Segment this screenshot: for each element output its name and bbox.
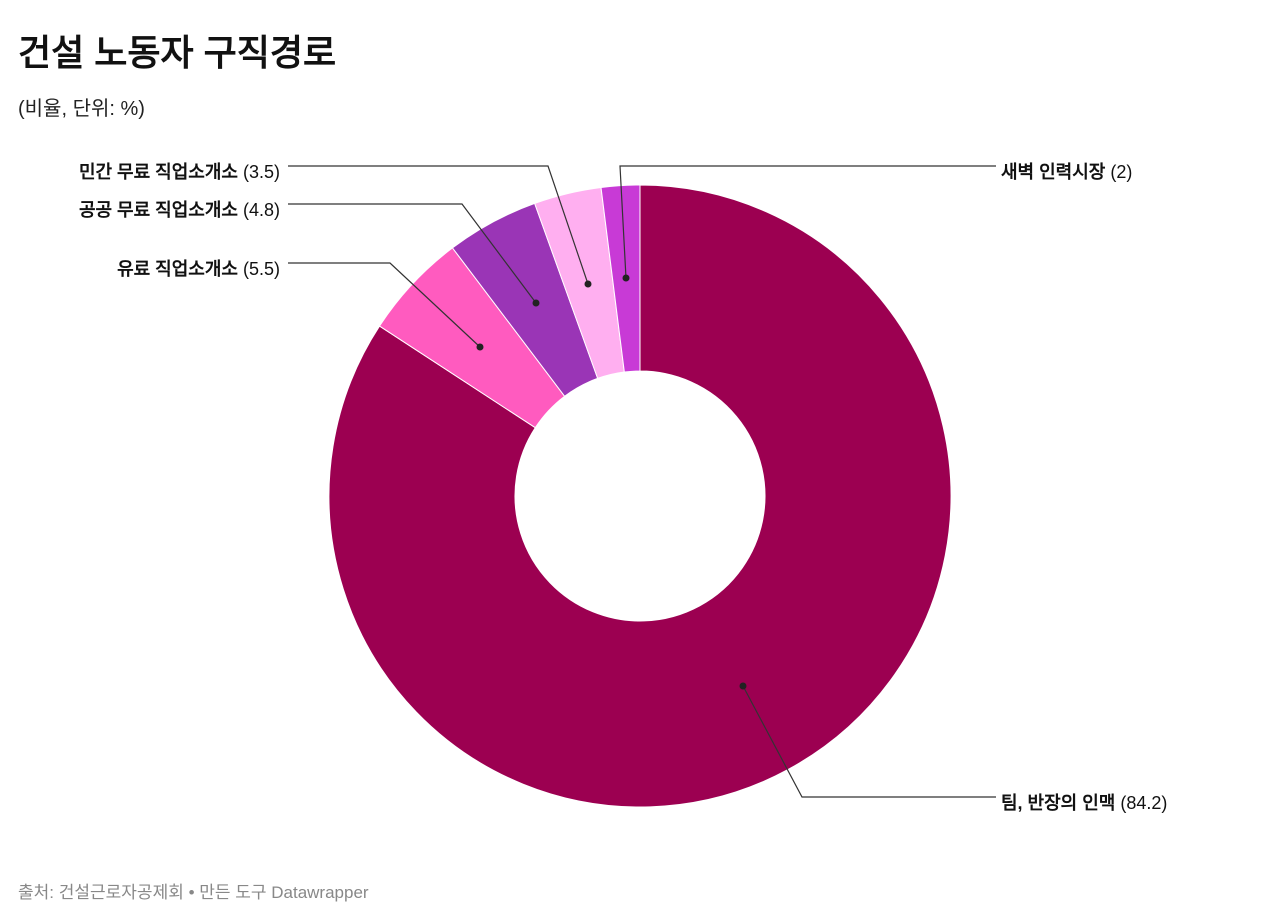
slice-name-1: 팀, 반장의 인맥 [1001,793,1120,813]
leader-dot-4 [584,280,592,288]
slice-name-5: 새벽 인력시장 [1001,162,1110,182]
leader-line-5 [619,165,996,279]
leader-dot-3 [532,299,540,307]
leader-dot-1 [739,682,747,690]
slice-value-1: (84.2) [1120,793,1167,813]
slice-label-3: 공공 무료 직업소개소 (4.8) [79,200,280,220]
slice-value-4: (3.5) [243,162,280,182]
chart-subtitle: (비율, 단위: %) [18,98,145,120]
leader-dot-5 [622,274,630,282]
source-note: 출처: 건설근로자공제회 • 만든 도구 Datawrapper [18,883,369,902]
slice-name-3: 공공 무료 직업소개소 [79,200,243,220]
slice-value-2: (5.5) [243,259,280,279]
slice-label-4: 민간 무료 직업소개소 (3.5) [79,162,280,182]
leader-line-3 [288,203,537,304]
slice-label-1: 팀, 반장의 인맥 (84.2) [1001,793,1167,813]
leader-dot-2 [476,343,484,351]
slice-label-2: 유료 직업소개소 (5.5) [117,259,280,279]
leader-line-4 [288,165,589,285]
slice-name-2: 유료 직업소개소 [117,259,243,279]
leader-line-2 [288,262,481,348]
slice-name-4: 민간 무료 직업소개소 [79,162,243,182]
slice-5 [600,184,641,373]
chart-title: 건설 노동자 구직경로 [18,32,337,73]
leader-line-1 [742,685,996,798]
slice-1 [328,184,952,808]
slice-value-3: (4.8) [243,200,280,220]
slice-value-5: (2) [1110,162,1132,182]
slice-label-5: 새벽 인력시장 (2) [1001,162,1132,182]
